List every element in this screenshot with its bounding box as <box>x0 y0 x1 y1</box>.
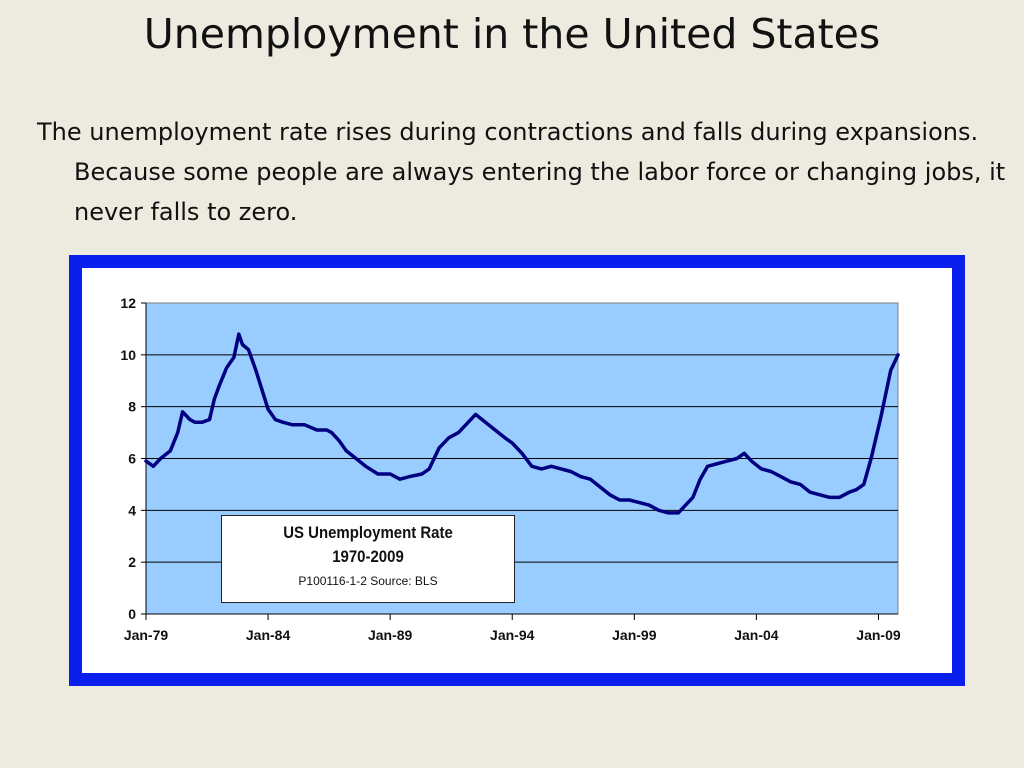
slide-body-text: The unemployment rate rises during contr… <box>37 118 1006 226</box>
y-tick-label-6: 6 <box>128 451 136 467</box>
y-tick-label-0: 0 <box>128 606 136 622</box>
y-tick-label-8: 8 <box>128 399 136 415</box>
x-tick-label-jan-79: Jan-79 <box>124 627 169 643</box>
x-tick-label-jan-94: Jan-94 <box>490 627 535 643</box>
chart-annotation-box: US Unemployment Rate 1970-2009 P100116-1… <box>221 515 515 603</box>
y-tick-label-4: 4 <box>128 502 136 518</box>
x-tick-label-jan-89: Jan-89 <box>368 627 413 643</box>
slide-title: Unemployment in the United States <box>143 10 881 58</box>
y-tick-label-2: 2 <box>128 554 136 570</box>
chart-frame: 0 2 4 6 8 10 12 Jan-79 Jan-84 Jan-89 Jan-94 Jan-99 J… <box>69 255 965 686</box>
series-line-unemployment-rate <box>144 332 900 515</box>
x-tick-label-jan-84: Jan-84 <box>246 627 291 643</box>
chart-source: P100116-1-2 Source: BLS <box>298 574 438 588</box>
x-tick-label-jan-04: Jan-04 <box>734 627 779 643</box>
y-tick-label-10: 10 <box>120 347 136 363</box>
x-tick-label-jan-09: Jan-09 <box>856 627 901 643</box>
x-tick-label-jan-99: Jan-99 <box>612 627 657 643</box>
chart-area: 0 2 4 6 8 10 12 Jan-79 Jan-84 Jan-89 Jan-94 Jan-99 J… <box>82 268 952 673</box>
unemployment-line-chart: 0 2 4 6 8 10 12 Jan-79 Jan-84 Jan-89 Jan-94 Jan-99 J… <box>120 295 901 643</box>
y-tick-label-12: 12 <box>120 295 136 311</box>
chart-title: US Unemployment Rate <box>283 523 453 542</box>
chart-subtitle: 1970-2009 <box>332 547 404 566</box>
